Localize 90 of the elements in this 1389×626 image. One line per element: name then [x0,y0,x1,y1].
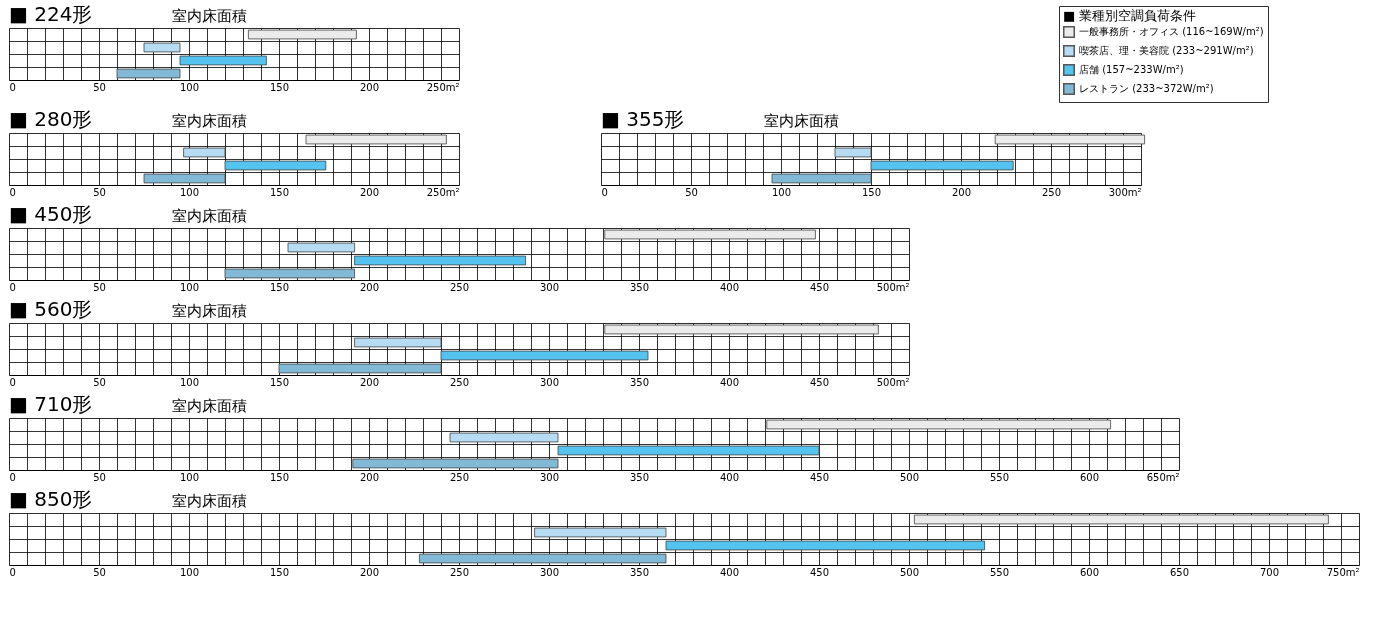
x-tick-label: 150 [269,566,290,578]
x-tick-label: 450 [809,566,830,578]
x-tick-label: 50 [93,566,106,578]
x-tick-label: 0 [9,186,16,198]
text: 室内床面積 [172,7,247,25]
x-tick-label: 100 [179,81,200,93]
x-tick-label: 0 [9,566,16,578]
chart-title: ■ 710形 [9,392,93,416]
x-tick-label: 200 [951,186,972,198]
x-tick-label: 600 [1079,471,1100,483]
x-tick-label: 300 [539,566,560,578]
x-tick-label: 300m² [1108,186,1142,198]
x-tick-label: 100 [179,281,200,293]
x-tick-label: 350 [629,376,650,388]
x-tick-label: 200 [359,81,380,93]
x-tick-label: 200 [359,376,380,388]
x-tick-label: 650m² [1146,471,1180,483]
x-tick-label: 300 [539,471,560,483]
x-tick-label: 50 [93,281,106,293]
x-tick-label: 150 [861,186,882,198]
x-tick-label: 150 [269,376,290,388]
x-tick-label: 150 [269,81,290,93]
x-tick-label: 0 [9,471,16,483]
x-tick-label: 0 [9,376,16,388]
x-tick-label: 350 [629,281,650,293]
x-tick-label: 650 [1169,566,1190,578]
text: 室内床面積 [172,302,247,320]
legend-label: レストラン (233~372W/m²) [1079,83,1214,94]
x-tick-label: 700 [1259,566,1280,578]
x-tick-label: 600 [1079,566,1100,578]
x-tick-label: 300 [539,281,560,293]
chart-title: ■ 280形 [9,107,93,131]
x-tick-label: 100 [179,186,200,198]
x-tick-label: 0 [9,281,16,293]
x-tick-label: 250 [449,281,470,293]
legend-label: 一般事務所・オフィス (116~169W/m²) [1079,26,1264,37]
x-tick-label: 400 [719,566,740,578]
x-tick-label: 50 [93,471,106,483]
legend-title: ■ 業種別空調負荷条件 [1063,8,1197,23]
x-tick-label: 250 [1041,186,1062,198]
x-tick-label: 500 [899,566,920,578]
chart-title: ■ 355形 [601,107,685,131]
x-tick-label: 300 [539,376,560,388]
x-tick-label: 150 [269,471,290,483]
x-tick-label: 350 [629,471,650,483]
x-tick-label: 250m² [426,81,460,93]
chart-title: ■ 450形 [9,202,93,226]
text: 室内床面積 [172,207,247,225]
x-tick-label: 100 [771,186,792,198]
x-tick-label: 250m² [426,186,460,198]
x-tick-label: 150 [269,186,290,198]
x-tick-label: 200 [359,281,380,293]
x-tick-label: 450 [809,471,830,483]
chart-title: ■ 850形 [9,487,93,511]
x-tick-label: 350 [629,566,650,578]
chart-title: ■ 560形 [9,297,93,321]
x-tick-label: 450 [809,281,830,293]
x-tick-label: 50 [93,186,106,198]
x-tick-label: 200 [359,566,380,578]
text: 室内床面積 [172,397,247,415]
x-tick-label: 100 [179,376,200,388]
x-tick-label: 200 [359,186,380,198]
x-tick-label: 500m² [876,281,910,293]
x-tick-label: 50 [93,376,106,388]
chart-title: ■ 224形 [9,2,93,26]
x-tick-label: 100 [179,566,200,578]
x-tick-label: 50 [685,186,698,198]
x-tick-label: 250 [449,471,470,483]
x-tick-label: 400 [719,281,740,293]
legend-label: 喫茶店、理・美容院 (233~291W/m²) [1079,45,1254,56]
text: 室内床面積 [764,112,839,130]
x-tick-label: 450 [809,376,830,388]
x-tick-label: 150 [269,281,290,293]
x-tick-label: 0 [601,186,608,198]
x-tick-label: 0 [9,81,16,93]
x-tick-label: 100 [179,471,200,483]
x-tick-label: 550 [989,566,1010,578]
x-tick-label: 200 [359,471,380,483]
x-tick-label: 250 [449,376,470,388]
x-tick-label: 50 [93,81,106,93]
x-tick-label: 400 [719,376,740,388]
text: 室内床面積 [172,492,247,510]
x-tick-label: 250 [449,566,470,578]
x-tick-label: 400 [719,471,740,483]
x-tick-label: 500m² [876,376,910,388]
legend-label: 店舗 (157~233W/m²) [1079,64,1184,75]
x-tick-label: 550 [989,471,1010,483]
x-tick-label: 750m² [1326,566,1360,578]
text: 室内床面積 [172,112,247,130]
x-tick-label: 500 [899,471,920,483]
